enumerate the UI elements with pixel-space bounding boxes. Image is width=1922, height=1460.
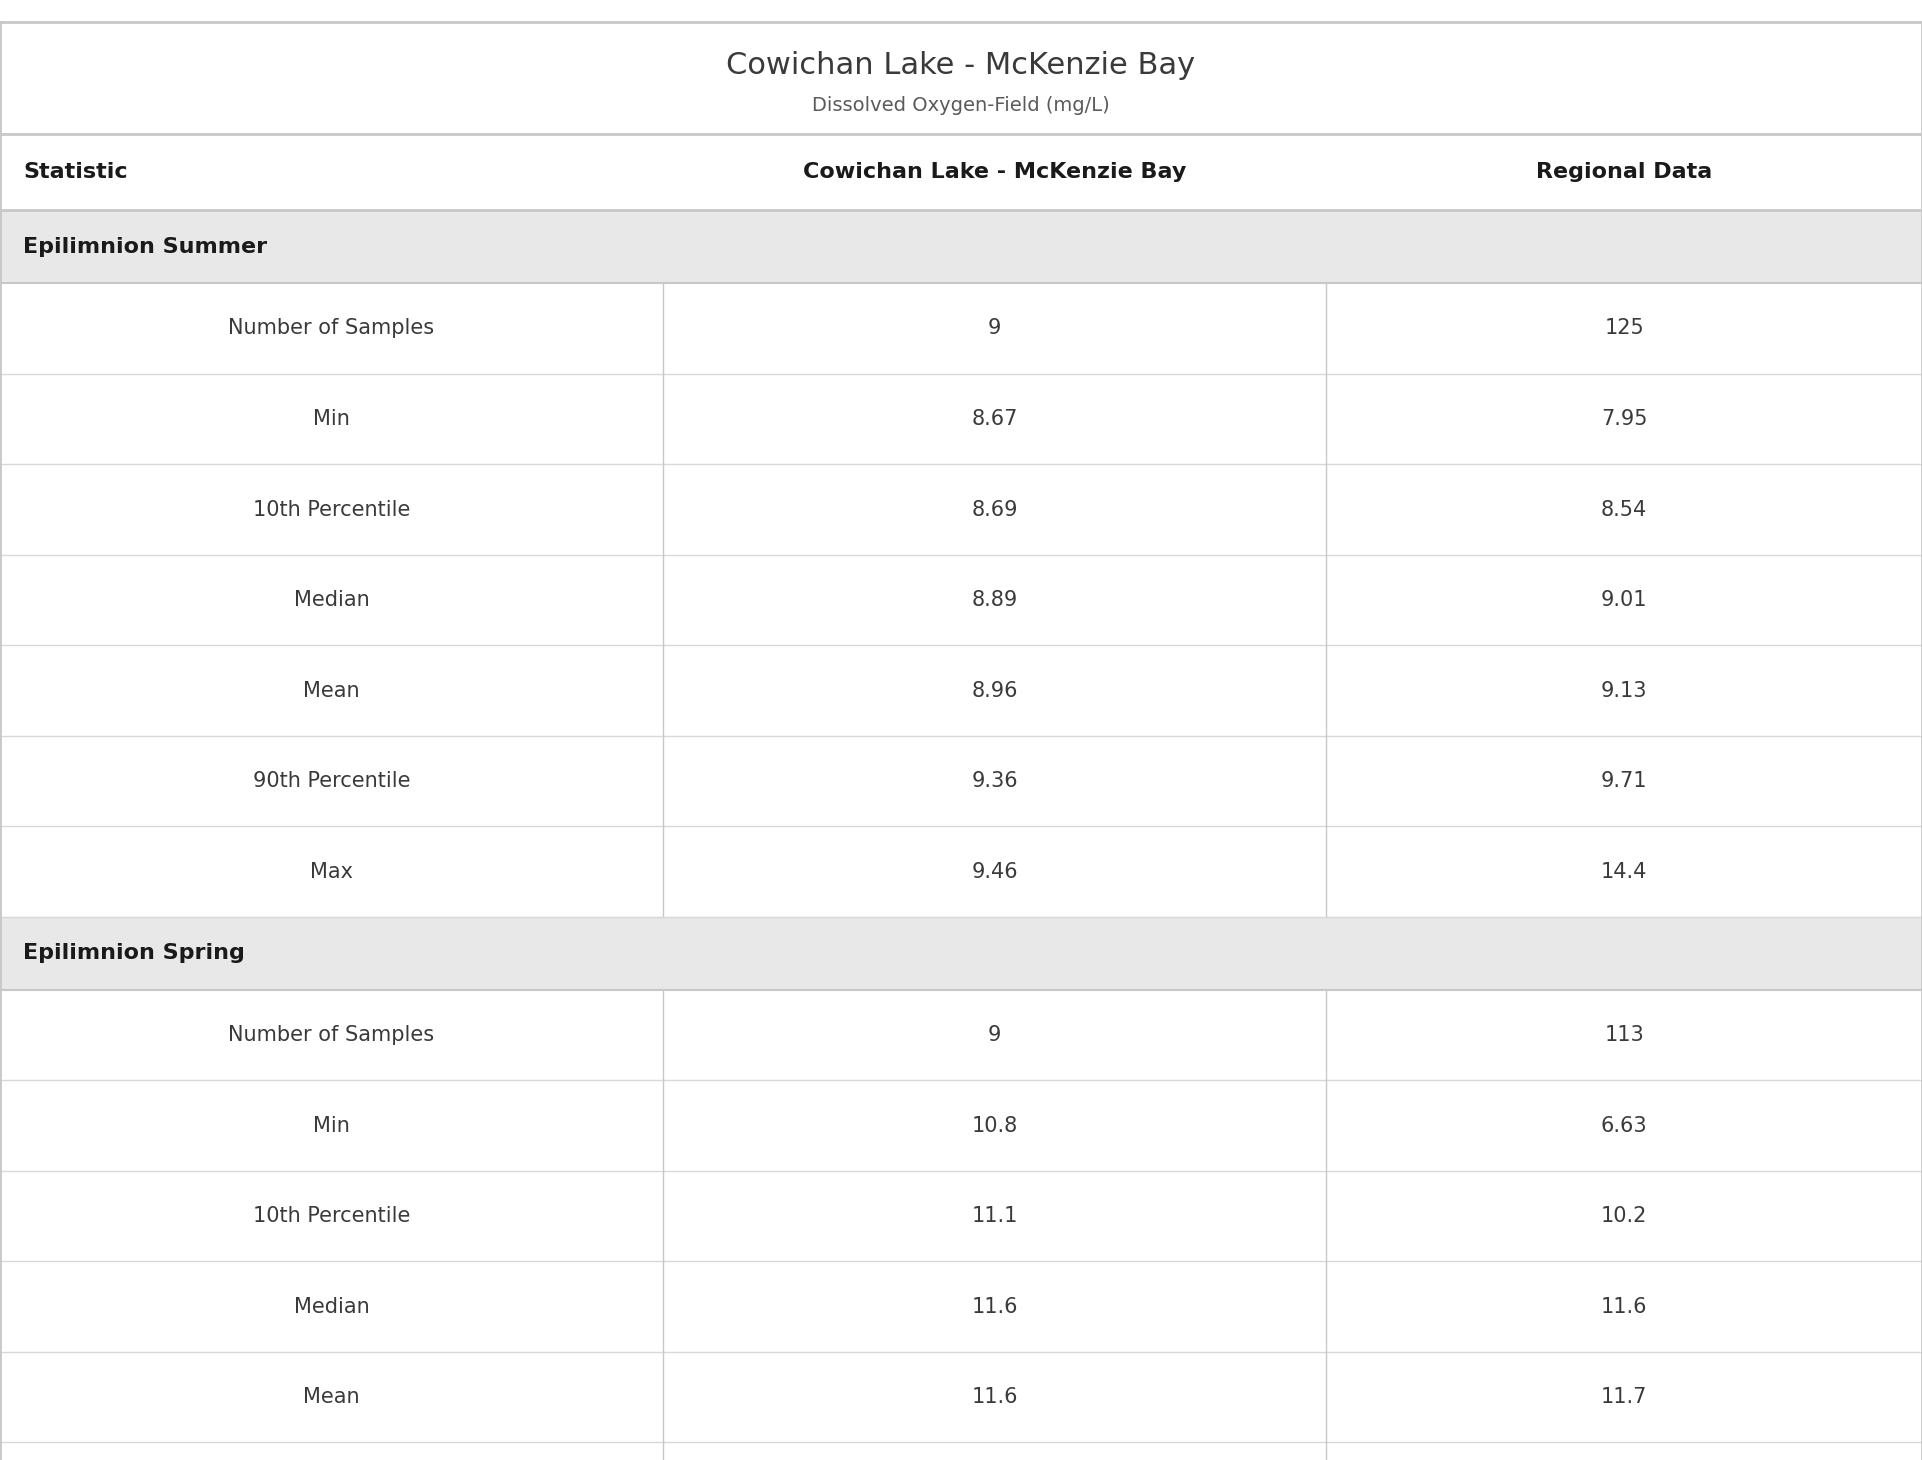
Text: Epilimnion Summer: Epilimnion Summer: [23, 237, 267, 257]
Bar: [0, 1442, 1922, 1460]
Bar: [0, 464, 1922, 555]
Text: 10.2: 10.2: [1601, 1206, 1647, 1226]
Bar: [0, 210, 1922, 283]
Text: 9.71: 9.71: [1601, 771, 1647, 791]
Text: 9.36: 9.36: [971, 771, 1019, 791]
Text: 10.8: 10.8: [971, 1115, 1019, 1136]
Text: 11.7: 11.7: [1601, 1387, 1647, 1407]
Text: 125: 125: [1605, 318, 1643, 339]
Bar: [0, 917, 1922, 990]
Text: Statistic: Statistic: [23, 162, 127, 182]
Text: 9.46: 9.46: [971, 861, 1019, 882]
Text: Max: Max: [309, 861, 354, 882]
Text: Number of Samples: Number of Samples: [229, 1025, 434, 1045]
Text: 9.01: 9.01: [1601, 590, 1647, 610]
Bar: [0, 1352, 1922, 1442]
Text: Min: Min: [313, 409, 350, 429]
Text: 6.63: 6.63: [1601, 1115, 1647, 1136]
Text: 11.6: 11.6: [971, 1387, 1019, 1407]
Text: 8.67: 8.67: [971, 409, 1019, 429]
Text: Dissolved Oxygen-Field (mg/L): Dissolved Oxygen-Field (mg/L): [813, 95, 1109, 115]
Text: 7.95: 7.95: [1601, 409, 1647, 429]
Text: Mean: Mean: [304, 680, 359, 701]
Bar: [0, 1261, 1922, 1352]
Text: 11.1: 11.1: [971, 1206, 1019, 1226]
Bar: [0, 283, 1922, 374]
Text: 11.6: 11.6: [971, 1296, 1019, 1317]
Text: Epilimnion Spring: Epilimnion Spring: [23, 943, 244, 964]
Bar: [0, 22, 1922, 134]
Text: 14.4: 14.4: [1601, 861, 1647, 882]
Text: Median: Median: [294, 1296, 369, 1317]
Bar: [0, 1080, 1922, 1171]
Bar: [0, 645, 1922, 736]
Text: 113: 113: [1605, 1025, 1643, 1045]
Text: 8.69: 8.69: [971, 499, 1019, 520]
Bar: [0, 374, 1922, 464]
Text: 90th Percentile: 90th Percentile: [254, 771, 409, 791]
Text: Min: Min: [313, 1115, 350, 1136]
Text: 8.54: 8.54: [1601, 499, 1647, 520]
Text: 8.89: 8.89: [971, 590, 1019, 610]
Text: Cowichan Lake - McKenzie Bay: Cowichan Lake - McKenzie Bay: [803, 162, 1186, 182]
Bar: [0, 736, 1922, 826]
Bar: [0, 990, 1922, 1080]
Text: 8.96: 8.96: [971, 680, 1019, 701]
Bar: [0, 826, 1922, 917]
Text: 10th Percentile: 10th Percentile: [254, 1206, 409, 1226]
Text: 9.13: 9.13: [1601, 680, 1647, 701]
Text: 9: 9: [988, 1025, 1001, 1045]
Bar: [0, 555, 1922, 645]
Text: 9: 9: [988, 318, 1001, 339]
Text: 10th Percentile: 10th Percentile: [254, 499, 409, 520]
Text: Mean: Mean: [304, 1387, 359, 1407]
Bar: [0, 1171, 1922, 1261]
Bar: [0, 134, 1922, 210]
Text: Number of Samples: Number of Samples: [229, 318, 434, 339]
Text: Median: Median: [294, 590, 369, 610]
Text: 11.6: 11.6: [1601, 1296, 1647, 1317]
Text: Cowichan Lake - McKenzie Bay: Cowichan Lake - McKenzie Bay: [727, 51, 1195, 80]
Text: Regional Data: Regional Data: [1536, 162, 1713, 182]
